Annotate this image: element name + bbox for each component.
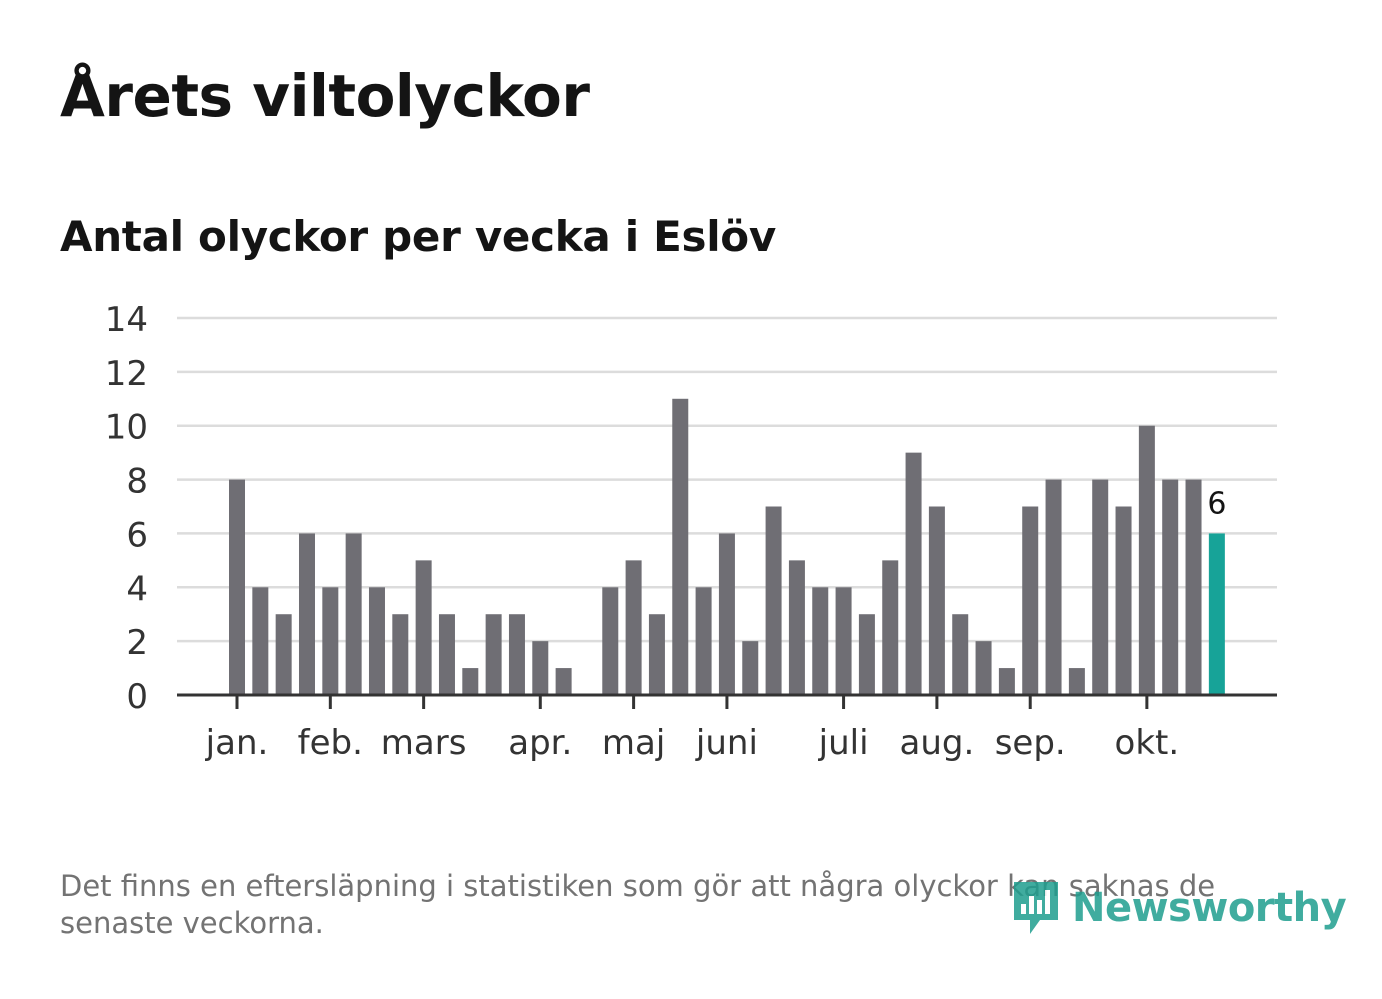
bar	[905, 452, 922, 695]
y-tick-label: 6	[126, 515, 148, 555]
y-tick-label: 14	[105, 300, 148, 340]
bar	[952, 614, 969, 695]
bar	[1068, 668, 1085, 695]
bar	[298, 533, 315, 695]
y-tick-label: 2	[126, 623, 148, 663]
bar	[1022, 506, 1039, 695]
bar	[998, 668, 1015, 695]
bar	[765, 506, 782, 695]
bar	[462, 668, 479, 695]
bar	[415, 560, 432, 695]
bar	[1045, 479, 1062, 695]
x-axis-ticks: jan. feb. mars apr. maj juni juli aug. sep. okt.	[205, 695, 1180, 763]
bar	[532, 641, 549, 695]
x-tick-label: juni	[695, 723, 758, 763]
bar	[812, 587, 829, 695]
y-tick-label: 12	[105, 354, 148, 394]
x-tick-label: maj	[602, 723, 665, 763]
bar	[882, 560, 899, 695]
bar-chart-speech-bubble-icon	[1014, 882, 1058, 934]
bar	[1162, 479, 1179, 695]
bar	[555, 668, 572, 695]
bar	[508, 614, 525, 695]
newsworthy-logo: Newsworthy	[1010, 878, 1347, 938]
x-tick-label: jan.	[205, 723, 269, 763]
bar	[368, 587, 385, 695]
y-axis-ticks: 0 2 4 6 8 10 12 14	[105, 300, 148, 717]
bar	[625, 560, 642, 695]
x-tick-label: sep.	[995, 723, 1066, 763]
x-tick-label: apr.	[508, 723, 572, 763]
bar	[718, 533, 735, 695]
y-tick-label: 4	[126, 569, 148, 609]
bar	[695, 587, 712, 695]
bar	[322, 587, 339, 695]
bar	[438, 614, 455, 695]
bar-chart: 0 2 4 6 8 10 12 14 jan. feb. mars apr. maj juni juli a…	[105, 300, 1277, 763]
chart-title: Årets viltolyckor	[60, 62, 590, 130]
y-tick-label: 0	[126, 677, 148, 717]
bar	[1115, 506, 1132, 695]
bar	[835, 587, 852, 695]
y-tick-label: 8	[126, 462, 148, 502]
bar	[1138, 425, 1155, 695]
bar	[275, 614, 292, 695]
chart-subtitle: Antal olyckor per vecka i Eslöv	[60, 212, 776, 261]
data-label: 6	[1207, 486, 1226, 521]
x-tick-label: mars	[381, 723, 467, 763]
bar	[252, 587, 269, 695]
data-labels: 6	[1207, 486, 1226, 521]
logo-text: Newsworthy	[1072, 885, 1347, 931]
bar	[602, 587, 619, 695]
bar	[345, 533, 362, 695]
bar	[928, 506, 945, 695]
bar	[1092, 479, 1109, 695]
x-tick-label: okt.	[1115, 723, 1180, 763]
bar	[392, 614, 409, 695]
bar	[648, 614, 665, 695]
y-tick-label: 10	[105, 408, 148, 448]
bar	[788, 560, 805, 695]
x-tick-label: aug.	[900, 723, 975, 763]
bar	[229, 479, 245, 695]
bars	[229, 398, 1225, 695]
bar	[858, 614, 875, 695]
bar	[742, 641, 759, 695]
x-tick-label: feb.	[298, 723, 363, 763]
bar	[1185, 479, 1202, 695]
bar	[975, 641, 992, 695]
bar	[672, 398, 689, 695]
bar-highlight	[1208, 533, 1225, 695]
x-tick-label: juli	[818, 723, 869, 763]
bar	[485, 614, 502, 695]
